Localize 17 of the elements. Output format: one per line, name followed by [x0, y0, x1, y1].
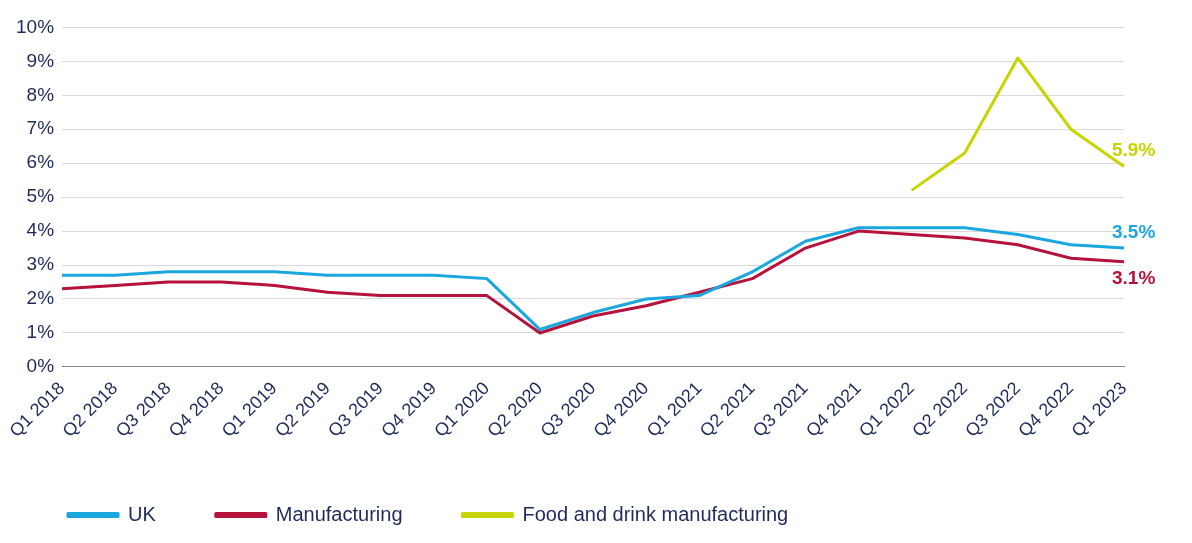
y-tick-label: 5% — [26, 185, 55, 207]
legend-label: Manufacturing — [275, 502, 403, 525]
legend-label: Food and drink manufacturing — [522, 502, 789, 525]
data-label: 3.5% — [1112, 220, 1156, 242]
y-tick-label: 6% — [26, 151, 55, 173]
y-tick-label: 10% — [16, 15, 55, 37]
y-tick-label: 9% — [26, 49, 55, 71]
y-tick-label: 0% — [26, 355, 55, 377]
legend-label: UK — [128, 502, 157, 525]
y-tick-label: 7% — [26, 117, 55, 139]
y-tick-label: 4% — [26, 219, 55, 241]
y-tick-label: 8% — [26, 83, 55, 105]
y-tick-label: 2% — [26, 287, 55, 309]
y-tick-label: 1% — [26, 321, 55, 343]
y-tick-label: 3% — [26, 253, 55, 275]
data-label: 3.1% — [1112, 267, 1156, 289]
data-label: 5.9% — [1112, 139, 1156, 161]
